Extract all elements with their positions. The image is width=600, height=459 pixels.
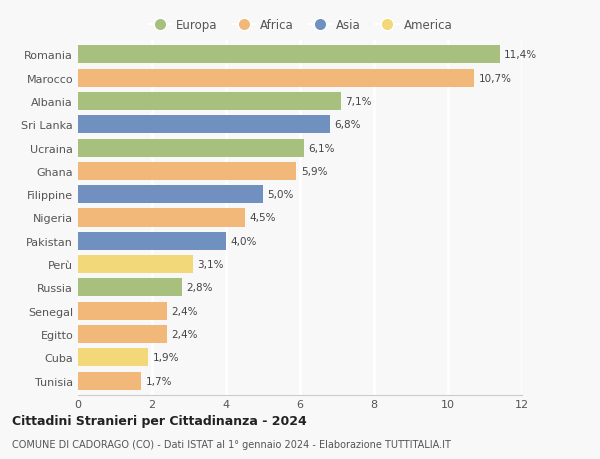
Text: 1,7%: 1,7% xyxy=(145,376,172,386)
Bar xyxy=(78,279,182,297)
Text: 6,8%: 6,8% xyxy=(334,120,361,130)
Text: 3,1%: 3,1% xyxy=(197,259,224,269)
Text: 1,9%: 1,9% xyxy=(153,353,179,363)
Bar xyxy=(78,256,193,274)
Bar xyxy=(78,46,500,64)
Bar xyxy=(78,302,167,320)
Bar xyxy=(78,372,141,390)
Text: 2,4%: 2,4% xyxy=(171,306,198,316)
Bar xyxy=(78,209,245,227)
Text: 7,1%: 7,1% xyxy=(345,97,371,107)
Text: 4,0%: 4,0% xyxy=(230,236,257,246)
Bar xyxy=(78,162,296,180)
Text: 2,4%: 2,4% xyxy=(171,329,198,339)
Legend: Europa, Africa, Asia, America: Europa, Africa, Asia, America xyxy=(148,19,452,32)
Text: 5,9%: 5,9% xyxy=(301,167,327,177)
Text: 2,8%: 2,8% xyxy=(186,283,212,293)
Bar xyxy=(78,232,226,250)
Text: COMUNE DI CADORAGO (CO) - Dati ISTAT al 1° gennaio 2024 - Elaborazione TUTTITALI: COMUNE DI CADORAGO (CO) - Dati ISTAT al … xyxy=(12,440,451,449)
Bar xyxy=(78,116,329,134)
Text: 11,4%: 11,4% xyxy=(504,50,538,60)
Bar xyxy=(78,93,341,111)
Bar xyxy=(78,186,263,204)
Text: 4,5%: 4,5% xyxy=(249,213,275,223)
Bar xyxy=(78,325,167,343)
Bar xyxy=(78,69,474,88)
Text: 10,7%: 10,7% xyxy=(478,73,511,84)
Text: 6,1%: 6,1% xyxy=(308,143,335,153)
Bar xyxy=(78,348,148,367)
Text: Cittadini Stranieri per Cittadinanza - 2024: Cittadini Stranieri per Cittadinanza - 2… xyxy=(12,414,307,428)
Bar xyxy=(78,139,304,157)
Text: 5,0%: 5,0% xyxy=(268,190,294,200)
